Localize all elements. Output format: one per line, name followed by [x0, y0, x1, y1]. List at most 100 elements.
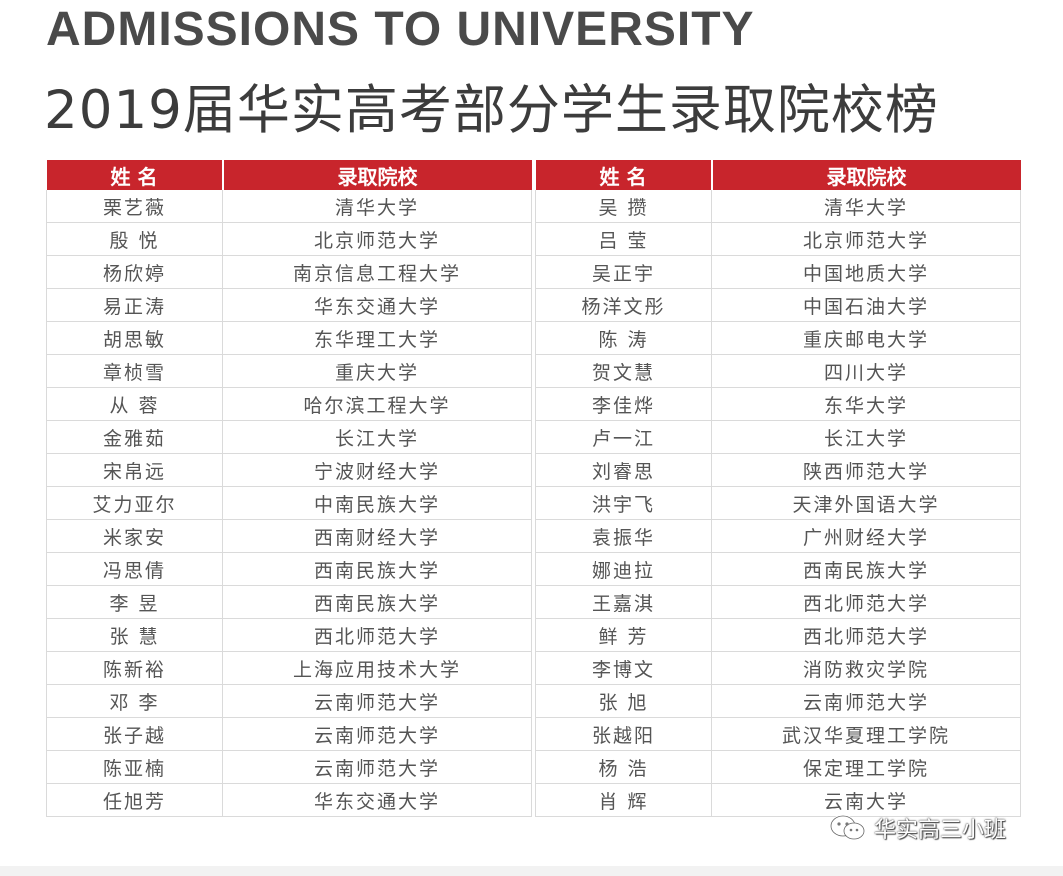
student-name: 陈新裕 [46, 651, 223, 685]
student-name: 胡思敏 [46, 321, 223, 355]
table-row: 金雅茹 长江大学 [46, 420, 532, 454]
admitted-school: 长江大学 [222, 420, 532, 454]
student-name: 艾力亚尔 [46, 486, 223, 520]
table-row: 王嘉淇 西北师范大学 [535, 585, 1021, 619]
admitted-school: 云南师范大学 [222, 750, 532, 784]
student-name: 邓 李 [46, 684, 223, 718]
table-row: 陈亚楠 云南师范大学 [46, 750, 532, 784]
student-name: 卢一江 [535, 420, 712, 454]
admitted-school: 东华理工大学 [222, 321, 532, 355]
table-row: 杨洋文彤 中国石油大学 [535, 288, 1021, 322]
admitted-school: 西南财经大学 [222, 519, 532, 553]
admissions-table-right: 姓 名 录取院校 吴 攒清华大学吕 莹北京师范大学 吴正宇 中国地质大学 杨洋文彤 中国… [535, 160, 1021, 817]
table-row: 从 蓉哈尔滨工程大学 [46, 387, 532, 421]
admitted-school: 重庆邮电大学 [711, 321, 1021, 355]
student-name: 章桢雪 [46, 354, 223, 388]
admitted-school: 云南师范大学 [711, 684, 1021, 718]
student-name: 吴正宇 [535, 255, 712, 289]
student-name: 娜迪拉 [535, 552, 712, 586]
student-name: 冯思倩 [46, 552, 223, 586]
table-row: 易正涛 华东交通大学 [46, 288, 532, 322]
admitted-school: 西北师范大学 [711, 618, 1021, 652]
table-row: 冯思倩 西南民族大学 [46, 552, 532, 586]
table-row: 李博文 消防救灾学院 [535, 651, 1021, 685]
table-header-row: 姓 名 录取院校 [46, 160, 532, 190]
student-name: 陈亚楠 [46, 750, 223, 784]
student-name: 张 慧 [46, 618, 223, 652]
table-row: 陈 涛重庆邮电大学 [535, 321, 1021, 355]
table-row: 吕 莹北京师范大学 [535, 222, 1021, 256]
column-header-school: 录取院校 [222, 160, 532, 190]
student-name: 刘睿思 [535, 453, 712, 487]
admitted-school: 北京师范大学 [222, 222, 532, 256]
student-name: 杨洋文彤 [535, 288, 712, 322]
table-row: 刘睿思 陕西师范大学 [535, 453, 1021, 487]
watermark-text: 华实高三小班 [874, 818, 1007, 843]
table-row: 鲜 芳西北师范大学 [535, 618, 1021, 652]
student-name: 袁振华 [535, 519, 712, 553]
student-name: 米家安 [46, 519, 223, 553]
column-header-name: 姓 名 [46, 160, 224, 190]
table-row: 贺文慧 四川大学 [535, 354, 1021, 388]
admitted-school: 西南民族大学 [711, 552, 1021, 586]
student-name: 从 蓉 [46, 387, 223, 421]
table-row: 张 慧西北师范大学 [46, 618, 532, 652]
student-name: 张越阳 [535, 717, 712, 751]
footer-bar [0, 866, 1063, 876]
title-en: ADMISSIONS TO UNIVERSITY [46, 3, 755, 56]
student-name: 栗艺薇 [46, 190, 223, 223]
table-row: 吴 攒清华大学 [535, 190, 1021, 223]
table-header-row: 姓 名 录取院校 [535, 160, 1021, 190]
table-row: 袁振华 广州财经大学 [535, 519, 1021, 553]
watermark: 华实高三小班 [828, 812, 1006, 844]
student-name: 张子越 [46, 717, 223, 751]
title-cn: 2019届华实高考部分学生录取院校榜 [44, 80, 939, 141]
student-name: 杨欣婷 [46, 255, 223, 289]
admitted-school: 消防救灾学院 [711, 651, 1021, 685]
admitted-school: 宁波财经大学 [222, 453, 532, 487]
table-row: 杨 浩保定理工学院 [535, 750, 1021, 784]
student-name: 王嘉淇 [535, 585, 712, 619]
admitted-school: 清华大学 [222, 190, 532, 223]
student-name: 任旭芳 [46, 783, 223, 817]
table-row: 张 旭云南师范大学 [535, 684, 1021, 718]
student-name: 洪宇飞 [535, 486, 712, 520]
student-name: 李佳烨 [535, 387, 712, 421]
admitted-school: 清华大学 [711, 190, 1021, 223]
student-name: 陈 涛 [535, 321, 712, 355]
table-row: 邓 李云南师范大学 [46, 684, 532, 718]
admissions-table-left: 姓 名 录取院校 栗艺薇 清华大学殷 悦北京师范大学 杨欣婷 南京信息工程大学 易正涛华… [46, 160, 532, 817]
student-name: 李 昱 [46, 585, 223, 619]
table-row: 宋帛远 宁波财经大学 [46, 453, 532, 487]
table-row: 米家安 西南财经大学 [46, 519, 532, 553]
student-name: 鲜 芳 [535, 618, 712, 652]
student-name: 吴 攒 [535, 190, 712, 223]
admitted-school: 广州财经大学 [711, 519, 1021, 553]
admitted-school: 长江大学 [711, 420, 1021, 454]
admitted-school: 西北师范大学 [711, 585, 1021, 619]
table-row: 殷 悦北京师范大学 [46, 222, 532, 256]
admitted-school: 天津外国语大学 [711, 486, 1021, 520]
admitted-school: 北京师范大学 [711, 222, 1021, 256]
table-row: 章桢雪 重庆大学 [46, 354, 532, 388]
admitted-school: 云南师范大学 [222, 717, 532, 751]
table-row: 洪宇飞 天津外国语大学 [535, 486, 1021, 520]
table-row: 卢一江 长江大学 [535, 420, 1021, 454]
admitted-school: 哈尔滨工程大学 [222, 387, 532, 421]
admitted-school: 东华大学 [711, 387, 1021, 421]
student-name: 金雅茹 [46, 420, 223, 454]
admitted-school: 上海应用技术大学 [222, 651, 532, 685]
table-row: 张子越 云南师范大学 [46, 717, 532, 751]
student-name: 李博文 [535, 651, 712, 685]
admitted-school: 中南民族大学 [222, 486, 532, 520]
admitted-school: 西南民族大学 [222, 552, 532, 586]
wechat-icon [829, 814, 865, 840]
admitted-school: 南京信息工程大学 [222, 255, 532, 289]
student-name: 殷 悦 [46, 222, 223, 256]
admitted-school: 云南师范大学 [222, 684, 532, 718]
table-row: 吴正宇 中国地质大学 [535, 255, 1021, 289]
admitted-school: 西南民族大学 [222, 585, 532, 619]
student-name: 贺文慧 [535, 354, 712, 388]
table-row: 李 昱西南民族大学 [46, 585, 532, 619]
student-name: 张 旭 [535, 684, 712, 718]
